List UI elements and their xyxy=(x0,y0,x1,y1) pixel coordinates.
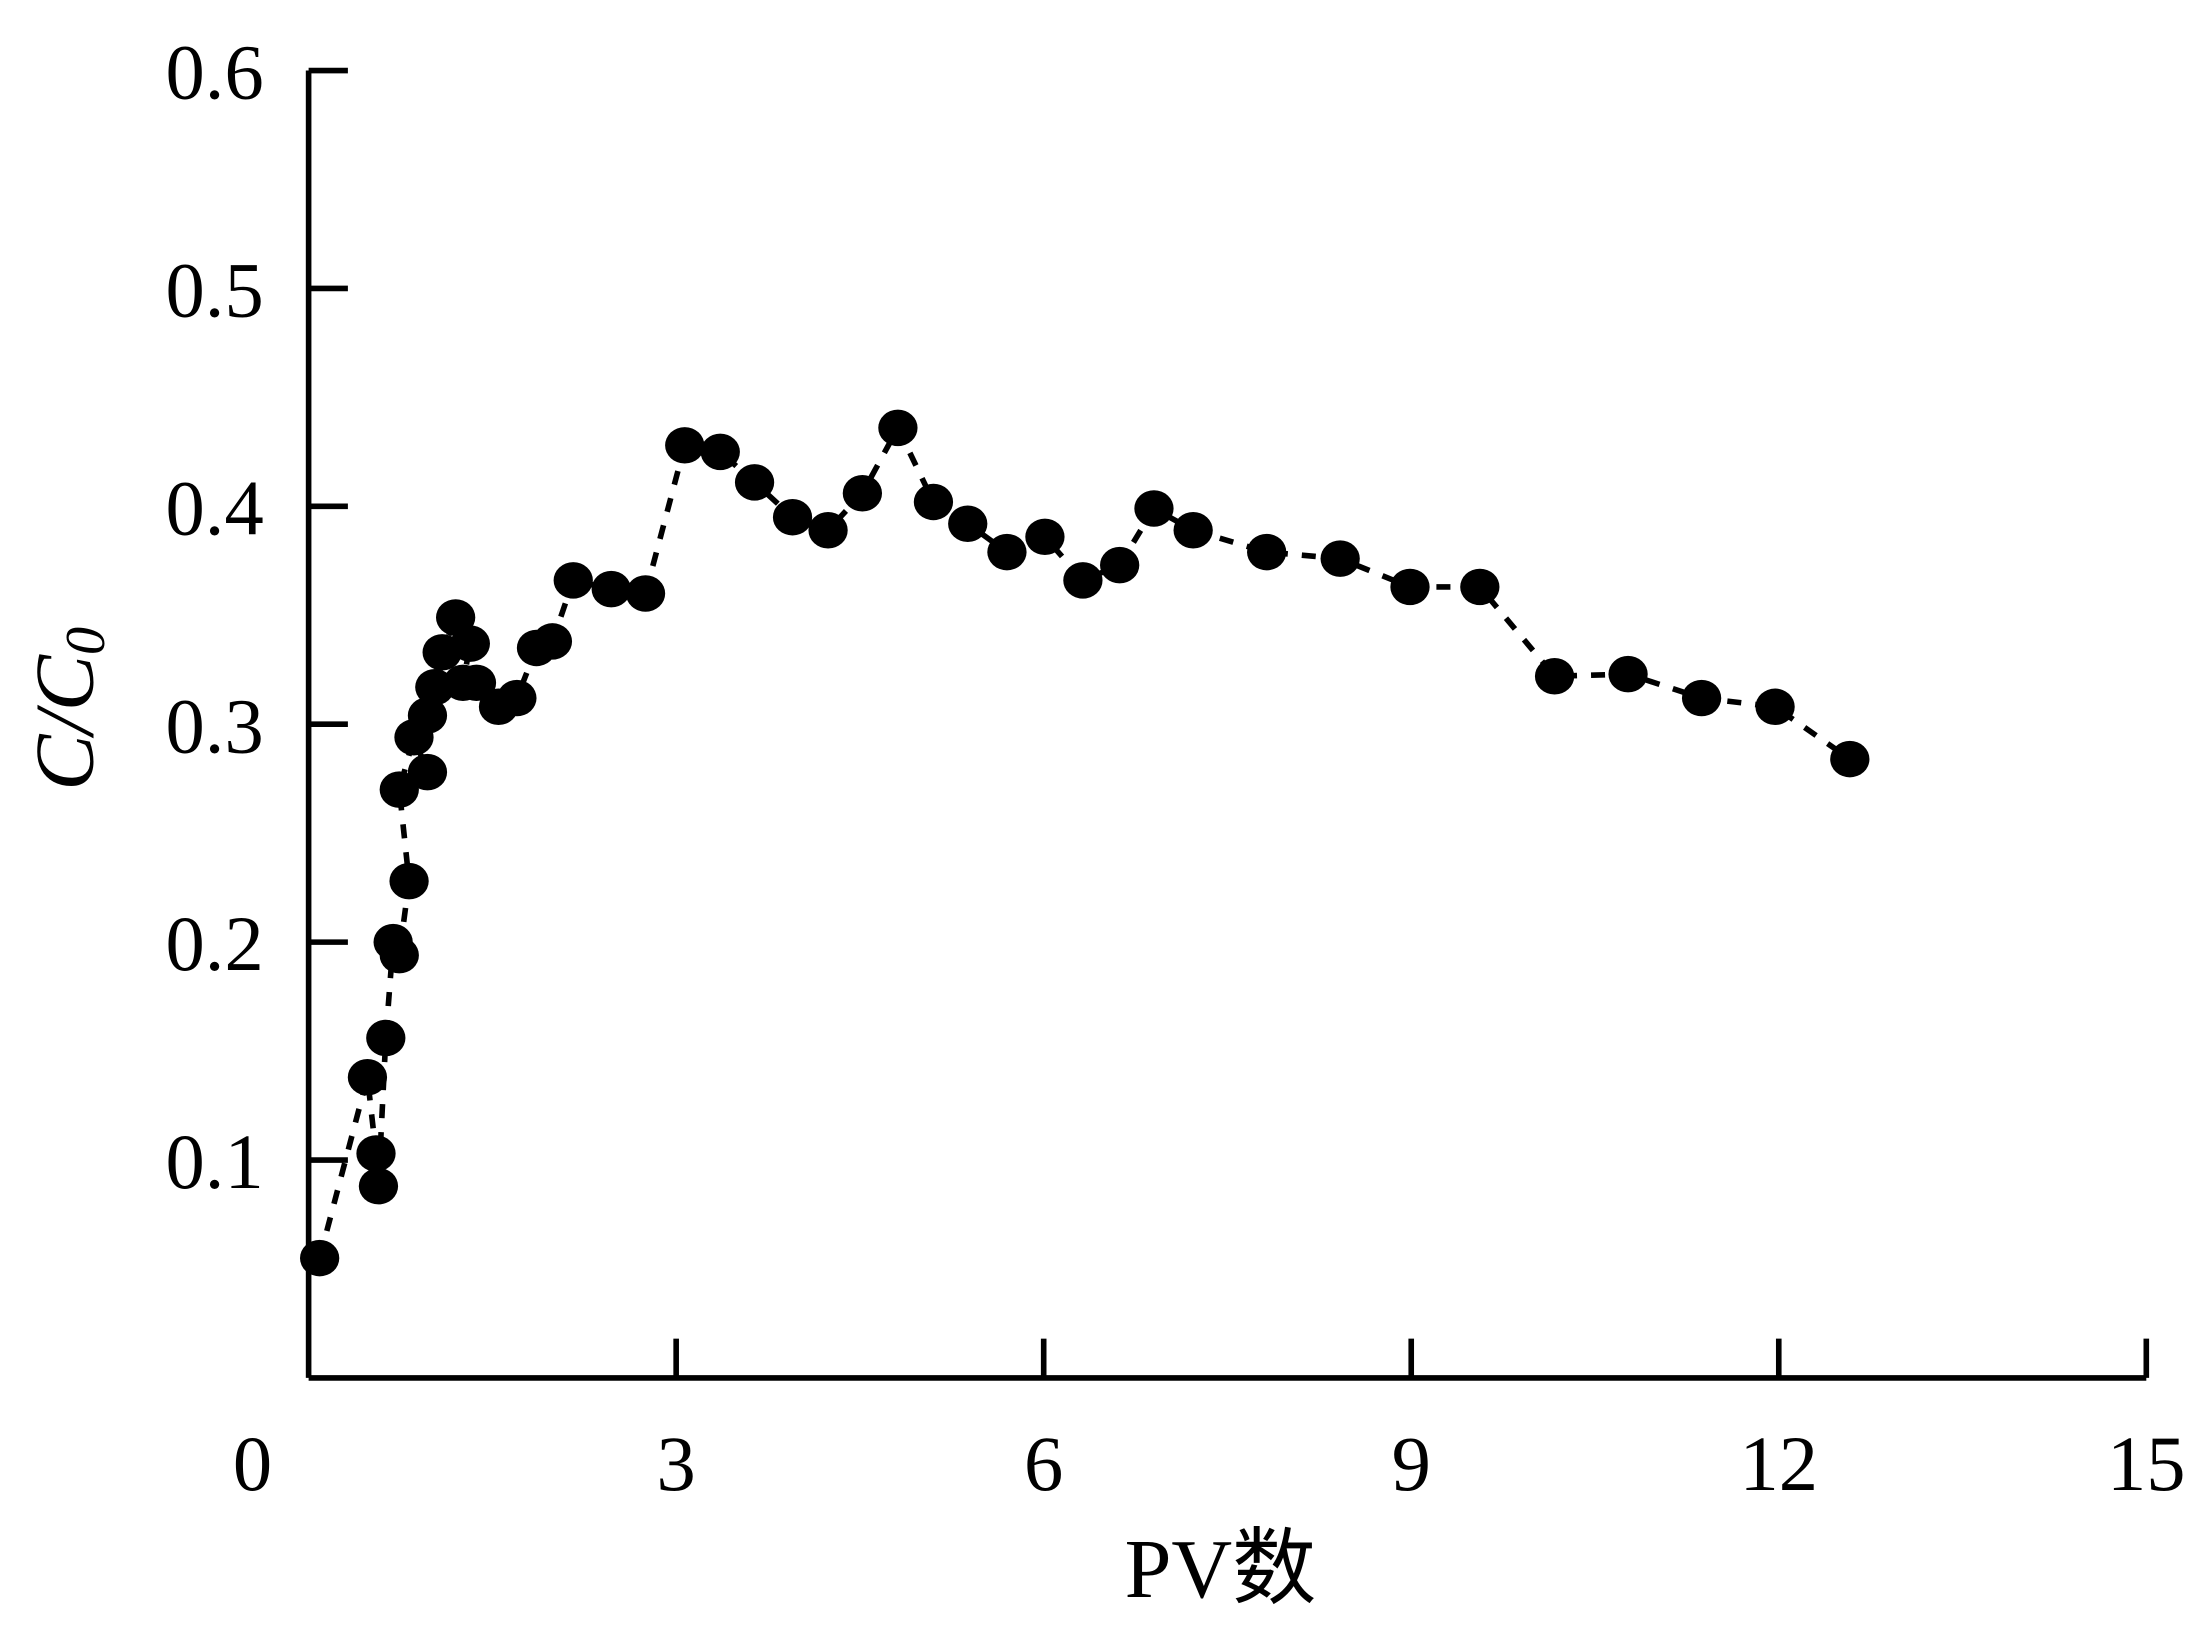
data-point xyxy=(553,562,593,599)
data-point xyxy=(878,409,918,447)
data-point xyxy=(389,862,429,900)
data-point xyxy=(366,1019,406,1057)
data-point xyxy=(734,464,775,501)
x-axis-title: PV数 xyxy=(1125,1523,1317,1616)
data-point xyxy=(407,753,448,791)
data-point xyxy=(1681,679,1722,717)
data-point xyxy=(532,623,573,660)
x-tick-label: 6 xyxy=(1024,1420,1063,1507)
data-point xyxy=(1100,546,1140,584)
x-tick-label: 0 xyxy=(233,1420,272,1507)
data-point xyxy=(1063,562,1103,599)
data-point xyxy=(772,498,813,536)
data-point xyxy=(456,664,497,702)
y-axis-title-main: C/C xyxy=(19,654,112,791)
tick-labels: 0 3 6 9 12 15 0.1 0.2 0.3 0.4 0.5 0.6 xyxy=(166,29,2186,1508)
data-point xyxy=(1390,568,1430,606)
y-tick-label: 0.2 xyxy=(166,900,264,987)
data-point xyxy=(1755,688,1795,726)
data-point xyxy=(948,505,988,542)
data-point xyxy=(450,625,490,662)
data-point xyxy=(407,697,448,734)
data-point xyxy=(347,1058,388,1096)
data-point xyxy=(913,483,954,521)
data-point xyxy=(1320,540,1360,577)
data-series xyxy=(300,409,1870,1277)
data-point xyxy=(497,679,537,717)
y-tick-label: 0.3 xyxy=(166,682,264,769)
data-point xyxy=(358,1167,399,1205)
x-tick-label: 3 xyxy=(657,1420,696,1507)
axes xyxy=(305,67,2150,1381)
data-point xyxy=(808,512,848,549)
data-point xyxy=(1173,512,1213,549)
data-point xyxy=(625,575,666,612)
y-axis-title-subscript: 0 xyxy=(55,627,117,655)
data-point xyxy=(987,533,1027,571)
data-point xyxy=(1134,490,1174,527)
data-point xyxy=(591,570,631,608)
data-point xyxy=(1830,740,1870,778)
data-point xyxy=(665,427,705,464)
data-point xyxy=(379,936,419,974)
y-tick-label: 0.5 xyxy=(166,246,264,333)
data-point xyxy=(1534,658,1575,695)
data-point xyxy=(700,433,740,471)
data-point xyxy=(842,475,883,512)
y-axis-title: C/C0 xyxy=(19,627,117,791)
data-point xyxy=(300,1239,340,1277)
x-tick-label: 12 xyxy=(1739,1420,1818,1507)
y-tick-label: 0.4 xyxy=(166,464,264,551)
data-point xyxy=(1460,568,1500,606)
data-point xyxy=(1025,518,1065,556)
dashed-connecting-line xyxy=(316,421,1852,1259)
y-tick-label: 0.1 xyxy=(166,1118,264,1205)
data-point xyxy=(356,1135,396,1172)
y-tick-label: 0.6 xyxy=(166,29,264,116)
x-tick-label: 9 xyxy=(1392,1420,1431,1507)
data-point xyxy=(1608,655,1648,693)
data-point xyxy=(1247,533,1287,571)
x-tick-label: 15 xyxy=(2107,1420,2186,1507)
data-point xyxy=(379,771,419,808)
